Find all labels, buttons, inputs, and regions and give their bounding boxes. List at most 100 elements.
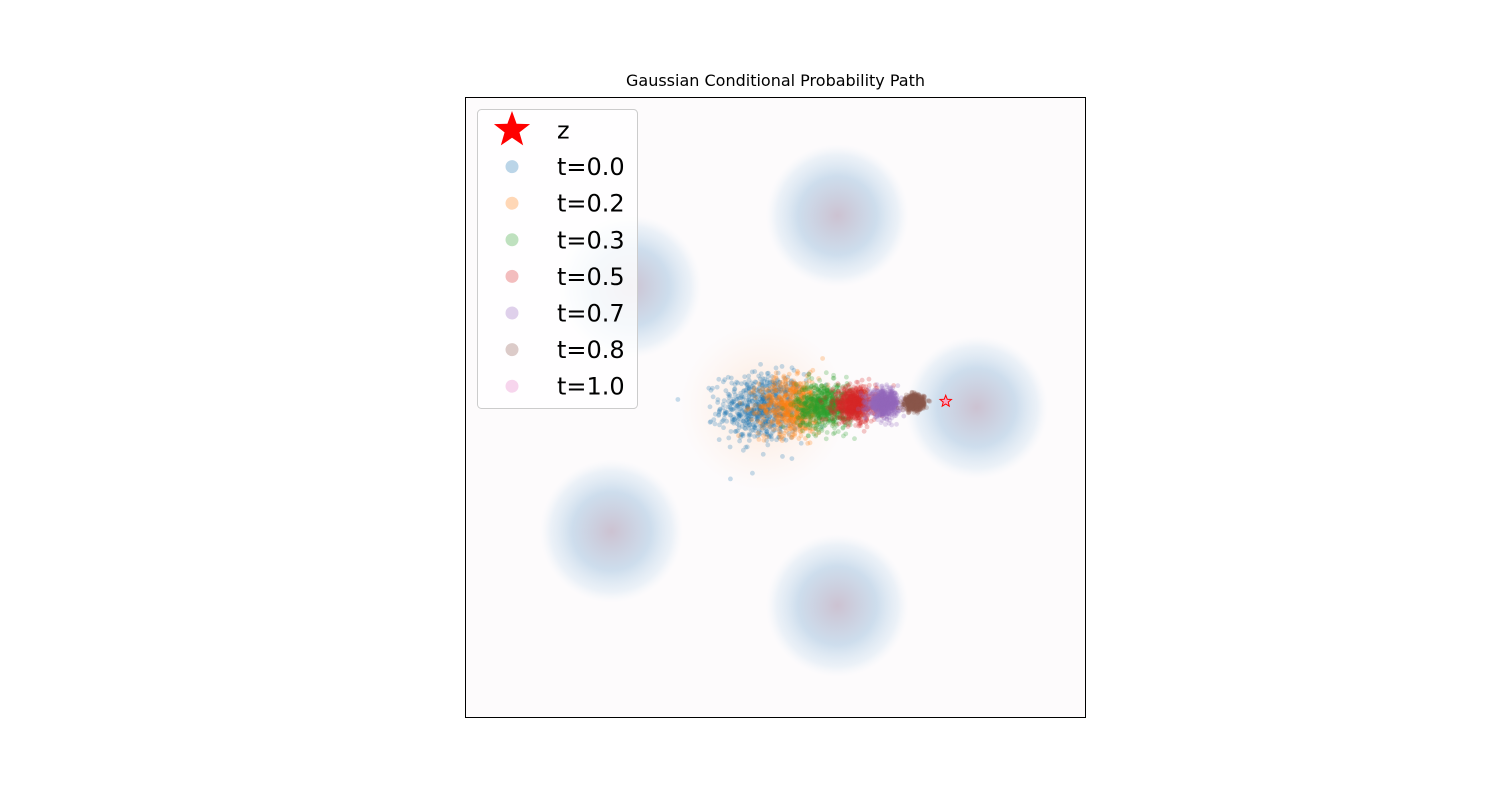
point	[745, 405, 751, 411]
point	[778, 388, 784, 393]
point	[777, 411, 782, 417]
point	[824, 382, 829, 388]
point	[789, 412, 795, 418]
point	[762, 404, 768, 410]
point	[796, 412, 802, 417]
point	[815, 412, 821, 418]
point	[758, 361, 763, 367]
point	[776, 386, 782, 392]
point	[819, 417, 825, 423]
point	[744, 397, 750, 403]
point	[830, 386, 836, 392]
point	[739, 424, 745, 429]
point	[762, 383, 767, 389]
point	[735, 404, 741, 409]
point	[786, 426, 791, 432]
point	[785, 409, 790, 415]
point	[750, 411, 756, 416]
point	[773, 427, 778, 433]
point	[764, 380, 770, 385]
point	[756, 432, 762, 437]
point	[738, 434, 743, 440]
point	[729, 406, 735, 412]
point	[779, 419, 785, 425]
point	[771, 406, 777, 412]
point	[739, 408, 745, 414]
point	[754, 394, 760, 400]
legend-label-z: z	[557, 117, 570, 145]
point	[758, 399, 764, 404]
point	[784, 388, 790, 394]
point	[746, 389, 751, 394]
point	[771, 386, 777, 392]
point	[767, 413, 773, 419]
point	[748, 411, 753, 417]
point	[767, 383, 773, 389]
point	[812, 403, 818, 409]
point	[762, 408, 767, 414]
point	[732, 401, 738, 407]
point	[792, 380, 798, 386]
point	[767, 403, 773, 408]
point	[738, 412, 744, 418]
point	[820, 410, 826, 416]
point	[883, 412, 889, 417]
density-blob-0	[765, 144, 909, 288]
legend-label-t=1.0: t=1.0	[557, 373, 625, 401]
point	[731, 417, 737, 423]
point	[755, 416, 761, 422]
point	[743, 390, 749, 396]
point	[769, 396, 775, 401]
point	[798, 420, 804, 426]
point	[753, 402, 759, 408]
point	[760, 396, 766, 402]
point	[773, 415, 779, 421]
point	[756, 373, 762, 379]
point	[789, 365, 795, 371]
point	[731, 420, 737, 426]
point	[755, 415, 760, 421]
point	[823, 436, 829, 442]
point	[755, 433, 760, 439]
point	[741, 418, 746, 424]
point	[761, 400, 767, 405]
point	[798, 440, 804, 446]
point	[777, 408, 783, 414]
point	[757, 420, 763, 425]
point	[737, 413, 743, 418]
point	[738, 395, 744, 401]
point	[757, 423, 763, 429]
point	[742, 410, 747, 415]
point	[746, 415, 752, 421]
point	[771, 420, 776, 426]
point	[790, 398, 796, 404]
point	[878, 420, 884, 426]
point	[804, 373, 810, 379]
point	[762, 399, 768, 404]
point	[763, 413, 769, 418]
point	[773, 422, 779, 428]
point	[761, 407, 767, 413]
point	[778, 424, 784, 429]
point	[745, 406, 751, 412]
point	[725, 374, 731, 380]
point	[767, 390, 773, 396]
point	[754, 407, 760, 413]
point	[764, 383, 770, 389]
point	[818, 424, 823, 430]
point	[732, 387, 737, 392]
point	[793, 388, 799, 393]
point	[740, 419, 745, 424]
point	[763, 420, 769, 426]
point	[750, 470, 755, 476]
point	[720, 405, 726, 411]
point	[780, 406, 786, 412]
point	[760, 414, 765, 420]
point	[763, 411, 769, 417]
point	[744, 417, 749, 423]
point	[748, 391, 754, 397]
point	[757, 406, 762, 412]
point	[799, 428, 805, 434]
point	[853, 385, 858, 391]
point	[736, 402, 742, 408]
